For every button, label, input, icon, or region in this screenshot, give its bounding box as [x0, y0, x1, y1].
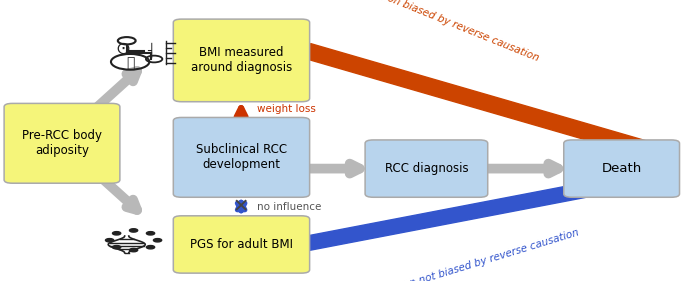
Circle shape [129, 229, 138, 232]
Circle shape [112, 246, 121, 249]
Text: Association biased by reverse causation: Association biased by reverse causation [343, 0, 540, 64]
Circle shape [147, 246, 155, 249]
Text: Subclinical RCC
development: Subclinical RCC development [196, 143, 287, 171]
Text: Association not biased by reverse causation: Association not biased by reverse causat… [358, 227, 580, 281]
Circle shape [105, 239, 114, 242]
Circle shape [112, 232, 121, 235]
FancyBboxPatch shape [173, 19, 310, 102]
Text: BMI measured
around diagnosis: BMI measured around diagnosis [191, 46, 292, 74]
Text: Death: Death [601, 162, 642, 175]
Polygon shape [295, 165, 675, 251]
Text: ✕: ✕ [233, 197, 249, 216]
Text: weight loss: weight loss [257, 104, 316, 114]
Text: ⌒: ⌒ [126, 56, 134, 70]
Circle shape [147, 232, 155, 235]
Polygon shape [292, 44, 675, 163]
FancyBboxPatch shape [4, 103, 120, 183]
Text: PGS for adult BMI: PGS for adult BMI [190, 238, 293, 251]
FancyBboxPatch shape [365, 140, 488, 197]
Circle shape [129, 248, 138, 252]
FancyBboxPatch shape [173, 117, 310, 197]
Text: ┤: ┤ [147, 43, 154, 58]
Text: RCC diagnosis: RCC diagnosis [384, 162, 469, 175]
FancyBboxPatch shape [564, 140, 680, 197]
Circle shape [153, 239, 162, 242]
FancyBboxPatch shape [173, 216, 310, 273]
Text: Pre-RCC body
adiposity: Pre-RCC body adiposity [22, 129, 102, 157]
Text: no influence: no influence [257, 201, 321, 212]
Text: ⊙: ⊙ [116, 40, 131, 58]
